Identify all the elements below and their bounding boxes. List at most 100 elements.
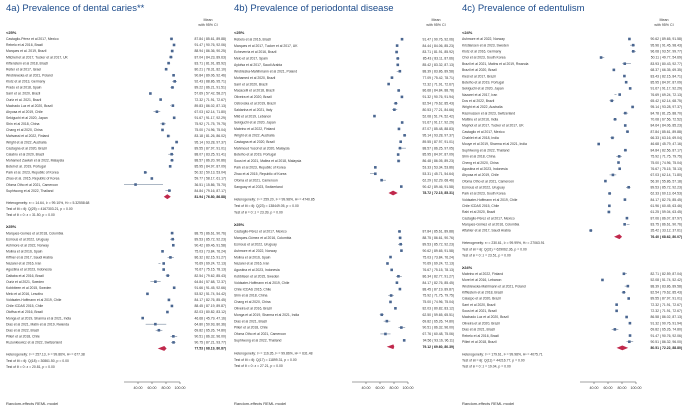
- study-ci-label: 52.08 ( 51.74, 52.42): [423, 114, 454, 118]
- study-ci-label: 88.75 ( 86.61, 90.76): [423, 236, 454, 240]
- study-ci-label: 95.14 ( 93.28, 97.37): [195, 140, 226, 144]
- study-label: Agustina et al 2023, Indonesia: [6, 268, 52, 272]
- study-ci-label: 84.84 ( 82.56, 87.17): [651, 148, 682, 152]
- study-label: Ofoma Otho et al 2021, Cameroon: [234, 332, 286, 336]
- study-point: [395, 50, 398, 54]
- study-ci-label: 85.95 ( 84.97, 87.09): [651, 80, 682, 84]
- study-point: [400, 121, 404, 124]
- study-ci-label: 35.42 ( 33.12, 37.61): [651, 229, 682, 233]
- study-label: Esmous et al 2022, Uruguay: [234, 242, 277, 246]
- study-point: [169, 55, 173, 59]
- study-ci-label: 89.53 ( 85.72, 92.23): [423, 242, 454, 246]
- study-ci-label: 84.17 ( 82.76, 85.45): [651, 198, 682, 202]
- header-ci-label: with 95% CI: [426, 23, 445, 27]
- study-label: Nazarei et al 2016, Iran: [234, 262, 269, 266]
- study-label: Castaglio-Pérez et al 2017, Mexico: [234, 230, 287, 234]
- pooled-ci-label: 78.72 ( 72.15, 85.31): [423, 191, 454, 195]
- study-label: Boteli et al. 2019, Portugal: [6, 165, 46, 169]
- study-point: [628, 321, 632, 325]
- study-label: Agustina et al 2023, Indonesia: [234, 268, 280, 272]
- study-label: Melo et al 2016, Lesotho: [6, 292, 43, 296]
- study-point: [390, 268, 393, 272]
- study-ci-label: 91.47 ( 90.76, 92.06): [195, 43, 226, 47]
- study-label: Ofoma Otho et al 2021, Cameroon: [462, 179, 514, 183]
- study-point: [624, 80, 628, 84]
- study-ci-label: 75.00 ( 74.96, 75.04): [195, 128, 226, 132]
- study-point: [625, 216, 629, 220]
- study-ci-label: 87.06 ( 86.07, 87.97): [651, 216, 682, 220]
- study-point: [155, 110, 159, 114]
- study-point: [612, 68, 616, 72]
- study-point: [398, 69, 402, 73]
- study-label: Nazarei et al 2017, Iran: [462, 93, 497, 97]
- heterogeneity-stat: Test of θi = θj: Q(23) = 138449.05, p = …: [234, 204, 299, 208]
- study-label: Monga et al 2019, Sharma et al 2021, Ind…: [6, 316, 71, 320]
- study-point: [150, 177, 154, 180]
- heterogeneity-stat: Test of θ = 0: z = 19.04, p = 0.00: [462, 365, 511, 369]
- study-label: Voldsater-Hoffmann et al 2019, Chile: [6, 298, 61, 302]
- study-ci-label: 65.42 ( 62.14, 68.75): [651, 99, 682, 103]
- x-tick-label: 40.00: [362, 386, 371, 390]
- study-label: Mouye et al 2019, Sharma et al 2021, Ind…: [462, 142, 527, 146]
- study-label: Kristiansen et al 2023, Sweden: [462, 43, 509, 47]
- study-label: Castaglio-Pérez et al 2017, Mexico: [462, 216, 515, 220]
- study-label: Echeverria et al 2016, Brazil: [234, 50, 277, 54]
- heterogeneity-stat: Heterogeneity: τ² = 179.61, I² = 99.98%,…: [462, 352, 543, 356]
- study-label: Park et al 2023, South Korea: [462, 192, 506, 196]
- study-label: Sarri et al 2020, Brazil: [462, 303, 496, 307]
- study-point: [396, 63, 400, 67]
- study-label: Voldsater-Hoffmann et al 2019, Chile: [462, 198, 517, 202]
- header-ci-label: with 95% CI: [654, 23, 673, 27]
- study-point: [396, 153, 400, 156]
- study-label: Rahi et al 2020, Brazil: [462, 210, 495, 214]
- study-label: Ahyosa et al 2019, Chile: [6, 110, 43, 114]
- study-point: [154, 280, 157, 283]
- study-ci-label: 85.42 ( 83.32, 87.13): [423, 63, 454, 67]
- study-point: [172, 335, 175, 338]
- study-label: Monga et al 2019, Sharma et al 2021, Ind…: [234, 313, 299, 317]
- study-point: [627, 297, 630, 300]
- study-label: Botelho et al 2019, Portugal: [462, 80, 504, 84]
- study-label: Sousi et al 2021, Brazil: [462, 309, 497, 313]
- study-point: [170, 49, 174, 53]
- study-ci-label: 89.22 ( 86.21, 91.51): [195, 86, 226, 90]
- study-point: [172, 116, 176, 120]
- study-label: Oloffsa et al 2016, Brazil: [6, 310, 43, 314]
- study-ci-label: 53.31 ( 45.71, 54.64): [423, 172, 454, 176]
- study-point: [397, 274, 400, 278]
- study-ci-label: 91.66 ( 91.45, 92.66): [195, 286, 226, 290]
- study-label: Brazil et al 2021, Matins et al 2019, Rw…: [462, 62, 528, 66]
- study-ci-label: 88.57 ( 86.20, 90.86): [195, 158, 226, 162]
- study-label: Kiesl et al 2017, Brazil: [462, 74, 496, 78]
- study-label: Prado et al 2018, Spain: [6, 86, 42, 90]
- study-label: Reiter et al 2017, Israel: [6, 67, 41, 71]
- subgroup-label: ≥25%: [6, 224, 17, 229]
- heterogeneity-stat: Test of θ = 0: z = 23.39, p = 0.00: [234, 210, 283, 214]
- study-ci-label: 62.33 ( 60.13, 64.53): [651, 192, 682, 196]
- study-ci-label: 91.32 ( 90.76, 91.94): [651, 321, 682, 325]
- pooled-diamond: [616, 345, 629, 351]
- study-point: [389, 300, 392, 304]
- study-point: [154, 322, 157, 326]
- study-label: Machado Luz et al 2020, Brazil: [462, 315, 509, 319]
- study-ci-label: 64.84 ( 57.68, 72.37): [195, 280, 226, 284]
- study-ci-label: 90.42 ( 89.46, 91.58): [195, 243, 226, 247]
- study-point: [623, 62, 627, 65]
- study-ci-label: 88.39 ( 83.86, 89.58): [651, 284, 682, 288]
- study-point: [170, 158, 174, 162]
- study-point: [608, 204, 611, 208]
- study-ci-label: 87.04 ( 84.23, 89.63): [195, 55, 226, 59]
- study-point: [399, 185, 403, 188]
- study-label: Chang et al 2020, China: [6, 128, 43, 132]
- heterogeneity-stat: Test of θi = θj: Q(18) = 30861.50, p = 0…: [6, 359, 69, 363]
- study-ci-label: 75.03 ( 73.84, 76.24): [423, 255, 454, 259]
- study-label: Machado Luz et al 2020, Brazil: [6, 104, 53, 108]
- study-point: [146, 292, 149, 296]
- study-label: Mahmoud Yusof et al 2020, Malaysia: [234, 146, 290, 150]
- study-label: Ostrovska et al 2019, Brazil: [234, 101, 276, 105]
- study-point: [398, 146, 402, 150]
- study-ci-label: 82.03 ( 80.82, 83.12): [195, 310, 226, 314]
- study-ci-label: 72.32 ( 71.91, 72.67): [651, 309, 682, 313]
- study-ci-label: 85.95 ( 84.97, 87.09): [195, 165, 226, 169]
